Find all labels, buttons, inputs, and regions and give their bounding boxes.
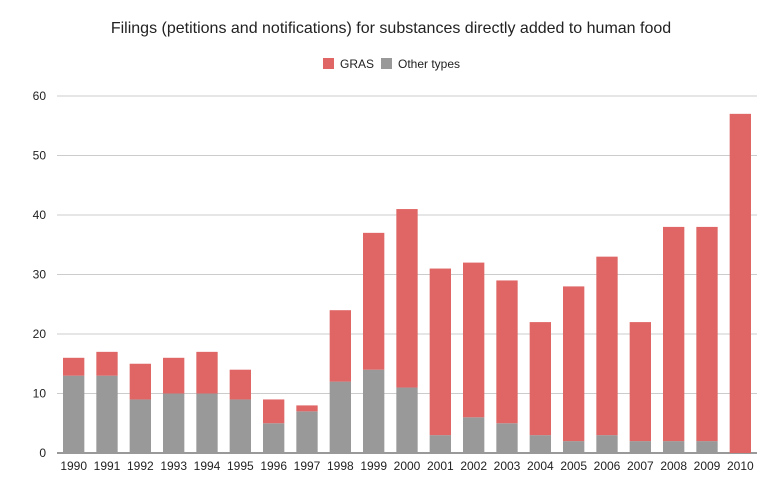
- bar-other-types-1994: [196, 393, 218, 453]
- legend-label: GRAS: [340, 57, 374, 71]
- chart-title: Filings (petitions and notifications) fo…: [111, 20, 671, 37]
- bar-gras-1995: [229, 369, 251, 400]
- x-tick-label: 1994: [194, 459, 221, 473]
- bar-other-types-2002: [463, 417, 485, 453]
- y-tick-label: 60: [33, 89, 47, 103]
- x-tick-label: 1996: [260, 459, 287, 473]
- x-tick-label: 1993: [160, 459, 187, 473]
- bar-other-types-1998: [329, 381, 351, 453]
- bar-other-types-2003: [496, 423, 518, 453]
- x-tick-label: 2008: [660, 459, 687, 473]
- bar-other-types-2007: [629, 441, 651, 453]
- bar-other-types-1991: [96, 375, 118, 453]
- x-tick-label: 1998: [327, 459, 354, 473]
- bar-other-types-2008: [663, 441, 685, 453]
- bar-other-types-2001: [429, 435, 451, 453]
- bar-other-types-2009: [696, 441, 718, 453]
- bar-other-types-2006: [596, 435, 618, 453]
- legend-label: Other types: [398, 57, 460, 71]
- y-tick-label: 30: [33, 268, 47, 282]
- bar-gras-2000: [396, 209, 418, 388]
- x-tick-label: 2009: [694, 459, 721, 473]
- bar-gras-2006: [596, 256, 618, 436]
- bar-gras-1994: [196, 351, 218, 394]
- bar-gras-1991: [96, 351, 118, 376]
- bar-gras-1990: [63, 357, 85, 376]
- y-tick-label: 20: [33, 327, 47, 341]
- x-tick-label: 1999: [360, 459, 387, 473]
- y-tick-label: 10: [33, 387, 47, 401]
- x-axis-ticks: 1990 1991 1992 1993 1994 1995 1996 1997 1998 1999…: [60, 459, 754, 473]
- x-tick-label: 2007: [627, 459, 654, 473]
- bar-gras-2005: [563, 286, 585, 442]
- legend-swatch: [323, 58, 334, 69]
- bar-gras-1992: [129, 363, 151, 400]
- x-tick-label: 1990: [60, 459, 87, 473]
- bar-other-types-2004: [529, 435, 551, 453]
- y-tick-label: 50: [33, 149, 47, 163]
- bars: [63, 113, 751, 453]
- bar-other-types-1993: [163, 393, 185, 453]
- bar-gras-2003: [496, 280, 518, 424]
- x-tick-label: 2001: [427, 459, 454, 473]
- x-tick-label: 2005: [560, 459, 587, 473]
- x-tick-label: 2004: [527, 459, 554, 473]
- bar-other-types-1996: [263, 423, 285, 453]
- bar-gras-2007: [629, 322, 651, 442]
- bar-other-types-1997: [296, 411, 318, 453]
- x-tick-label: 2010: [727, 459, 754, 473]
- bar-other-types-2000: [396, 387, 418, 453]
- y-tick-label: 0: [39, 446, 46, 460]
- bar-gras-1999: [363, 232, 385, 370]
- x-tick-label: 2000: [394, 459, 421, 473]
- bar-gras-2009: [696, 226, 718, 442]
- bar-gras-2001: [429, 268, 451, 436]
- legend-swatch: [381, 58, 392, 69]
- bar-other-types-1995: [229, 399, 251, 453]
- y-axis-ticks: 0 10 20 30 40 50 60: [33, 89, 47, 460]
- bar-gras-2008: [663, 226, 685, 442]
- x-tick-label: 1997: [294, 459, 321, 473]
- bar-gras-2010: [729, 113, 751, 453]
- x-tick-label: 2006: [594, 459, 621, 473]
- x-tick-label: 1991: [94, 459, 121, 473]
- x-tick-label: 1995: [227, 459, 254, 473]
- bar-gras-1996: [263, 399, 285, 424]
- legend: GRAS Other types: [323, 57, 460, 71]
- bar-other-types-1999: [363, 369, 385, 453]
- bar-other-types-1992: [129, 399, 151, 453]
- bar-gras-2004: [529, 322, 551, 436]
- bar-gras-1997: [296, 405, 318, 412]
- y-tick-label: 40: [33, 208, 47, 222]
- bar-gras-2002: [463, 262, 485, 418]
- bar-other-types-1990: [63, 375, 85, 453]
- x-tick-label: 1992: [127, 459, 154, 473]
- x-tick-label: 2002: [460, 459, 487, 473]
- x-tick-label: 2003: [494, 459, 521, 473]
- bar-gras-1993: [163, 357, 185, 394]
- bar-other-types-2005: [563, 441, 585, 453]
- bar-gras-1998: [329, 310, 351, 382]
